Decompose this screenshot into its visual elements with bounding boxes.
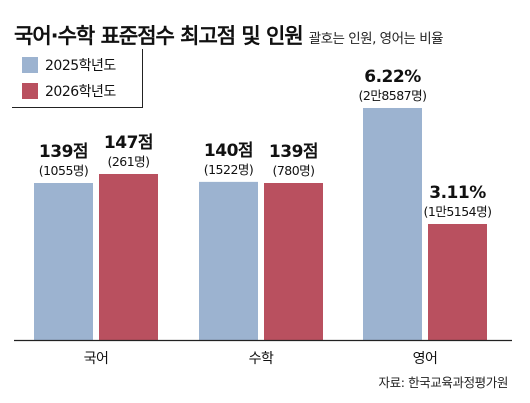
category-label-국어: 국어 [84, 351, 109, 367]
bar-영어-2026 [428, 223, 487, 340]
legend-item-2026: 2026학년도 [22, 83, 116, 100]
category-label-영어: 영어 [413, 351, 438, 367]
bar-국어-2026 [99, 173, 158, 340]
value-label-영어-2026: 3.11% [429, 183, 486, 203]
value-label-수학-2025: 140점 [204, 141, 253, 161]
count-label-영어-2026: (1만5154명) [423, 204, 491, 219]
legend-label-2026: 2026학년도 [45, 84, 116, 100]
value-label-영어-2025: 6.22% [364, 67, 421, 87]
bar-수학-2025 [199, 181, 258, 340]
chart-title: 국어·수학 표준점수 최고점 및 인원 [14, 24, 304, 48]
count-label-수학-2026: (780명) [272, 163, 314, 178]
legend-item-2025: 2025학년도 [22, 57, 116, 74]
count-label-국어-2025: (1055명) [39, 163, 89, 178]
legend-swatch-2026 [22, 83, 38, 99]
chart-title-row: 국어·수학 표준점수 최고점 및 인원 괄호는 인원, 영어는 비율 [14, 20, 444, 50]
legend: 2025학년도 2026학년도 [12, 49, 143, 108]
value-label-국어-2026: 147점 [104, 133, 153, 153]
value-label-국어-2025: 139점 [39, 142, 88, 162]
count-label-국어-2026: (261명) [107, 154, 149, 169]
bar-수학-2026 [264, 183, 323, 340]
chart-subtitle: 괄호는 인원, 영어는 비율 [308, 31, 444, 47]
source-note: 자료: 한국교육과정평가원 [378, 375, 509, 390]
count-label-수학-2025: (1522명) [204, 162, 254, 177]
bar-국어-2025 [34, 183, 93, 340]
legend-swatch-2025 [22, 57, 38, 73]
category-label-수학: 수학 [249, 351, 274, 367]
legend-label-2025: 2025학년도 [45, 58, 116, 74]
value-label-수학-2026: 139점 [269, 142, 318, 162]
bar-영어-2025 [363, 107, 422, 340]
count-label-영어-2025: (2만8587명) [358, 88, 426, 103]
